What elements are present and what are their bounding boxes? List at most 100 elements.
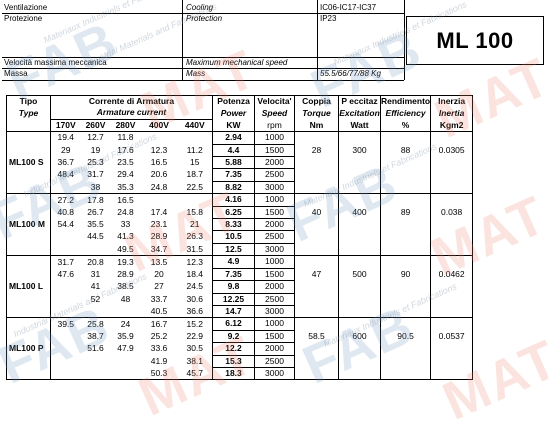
current-value: 36.7	[57, 157, 75, 168]
current-value: 16.5	[117, 194, 134, 205]
inertia-value	[430, 218, 474, 231]
header-row: Velocità massima meccanica Maximum mechan…	[2, 57, 402, 68]
group-name: ML100 P	[6, 342, 51, 356]
excitation-value: 500	[338, 268, 381, 281]
col-kgm2: Kgm2	[430, 119, 474, 133]
group-name	[6, 193, 51, 207]
col-kw: KW	[212, 119, 255, 133]
col-speed: Speed	[254, 107, 295, 120]
group-name	[6, 243, 51, 257]
current-value: 31.7	[87, 169, 104, 180]
current-value	[51, 330, 81, 342]
inertia-value	[430, 243, 474, 257]
current-value	[51, 355, 81, 367]
current-value: 50.3	[140, 367, 178, 381]
torque-value: 58.5	[294, 330, 339, 343]
col-inertia: Inertia	[430, 107, 474, 120]
torque-value: 40	[294, 206, 339, 219]
excitation-value: 300	[338, 144, 381, 157]
col-volt: 260V	[80, 118, 111, 133]
current-value: 31.7	[57, 256, 75, 267]
speed-value: 1500	[254, 206, 295, 220]
current-value: 29.4	[117, 169, 134, 180]
header-row-3: 170V 260V 280V 400V 440V KW rpm Nm Watt% Kgm2	[6, 118, 474, 133]
current-value: 11.2	[177, 144, 213, 157]
current-value: 15.2	[177, 317, 213, 331]
efficiency-value	[380, 293, 432, 306]
table-row: 27.2 17.8 16.5 4.16 1000	[6, 193, 474, 207]
current-value: 49.5	[110, 243, 141, 257]
efficiency-value	[380, 230, 432, 244]
col-volt: 280V	[110, 118, 141, 133]
table-row: 48.4 31.7 29.4 20.6 18.7 7.35 2500	[6, 168, 474, 182]
header-label: Protezione	[4, 14, 43, 23]
current-value: 26.7	[87, 206, 104, 217]
current-value: 17.6	[117, 144, 134, 155]
table-row: 44.5 41.3 28.9 26.3 10.5 2500	[6, 230, 474, 244]
excitation-value	[338, 255, 381, 269]
current-value: 15.8	[177, 206, 213, 219]
current-value	[80, 243, 111, 257]
divider	[2, 80, 404, 81]
current-value: 17.8	[87, 194, 104, 205]
excitation-value	[338, 218, 381, 231]
table-row: 49.5 34.7 31.5 12.5 3000	[6, 243, 474, 257]
header-row-1: Tipo Corrente di Armatura Potenza Velocita'…	[6, 95, 474, 108]
power-value: 12.2	[212, 342, 255, 356]
current-value	[50, 243, 81, 257]
current-value	[141, 194, 178, 206]
col-volt: 400V	[140, 118, 178, 133]
current-value: 17.4	[150, 206, 168, 217]
current-value: 24	[120, 318, 131, 329]
excitation-value	[338, 131, 381, 145]
current-value: 54.4	[57, 219, 75, 230]
header-label: Ventilazione	[4, 3, 48, 12]
current-value: 38.1	[177, 355, 213, 368]
current-value	[111, 355, 141, 367]
torque-value	[294, 280, 339, 293]
inertia-value: 0.038	[430, 206, 474, 219]
header-row	[2, 24, 402, 35]
current-value: 20	[154, 268, 164, 279]
power-value: 7.35	[212, 268, 255, 282]
efficiency-value	[380, 181, 432, 195]
table-row: ML100 P 51.6 47.9 33.6 30.5 12.2 2000	[6, 342, 474, 356]
current-value: 22.9	[177, 330, 213, 343]
power-value: 18.3	[212, 367, 255, 381]
current-value: 12.7	[87, 132, 104, 143]
power-value: 4.4	[212, 144, 255, 158]
excitation-value: 600	[338, 330, 381, 343]
current-value: 23.5	[117, 157, 134, 168]
inertia-value	[430, 305, 474, 319]
efficiency-value	[380, 218, 432, 231]
current-value: 18.7	[177, 168, 213, 182]
current-value: 35.3	[110, 181, 141, 195]
current-value: 21	[177, 218, 213, 231]
current-value: 48	[120, 293, 131, 304]
current-value: 38.5	[117, 281, 134, 292]
header-label: Velocità massima meccanica	[4, 58, 107, 67]
current-value: 15	[177, 156, 213, 169]
group-name	[6, 255, 51, 269]
current-value: 34.7	[140, 243, 178, 257]
speed-value: 2500	[254, 355, 295, 368]
efficiency-value	[380, 131, 432, 145]
torque-value	[294, 367, 339, 381]
current-value: 20.6	[150, 169, 168, 180]
group-name	[6, 355, 51, 368]
current-value: 13.5	[150, 256, 168, 267]
speed-value: 2000	[254, 156, 295, 170]
speed-value: 1000	[254, 131, 295, 145]
current-value: 36.6	[177, 305, 213, 319]
inertia-value	[430, 230, 474, 244]
speed-value: 2000	[254, 342, 295, 356]
current-value	[51, 343, 81, 355]
current-value	[50, 305, 81, 319]
col-rendimento: Rendimento	[380, 95, 432, 108]
power-value: 6.25	[212, 206, 255, 220]
col-efficiency: Efficiency	[380, 107, 432, 120]
torque-value	[294, 243, 339, 257]
efficiency-value	[380, 156, 432, 169]
current-value: 25.2	[150, 330, 168, 341]
excitation-value	[338, 193, 381, 207]
